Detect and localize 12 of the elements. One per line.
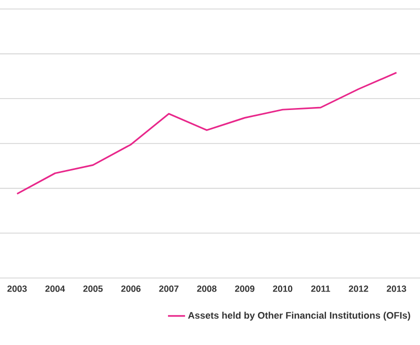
x-tick-label: 2013	[386, 286, 406, 292]
x-tick-label: 2003	[7, 286, 27, 292]
x-tick-label: 2005	[83, 286, 103, 292]
x-tick-label: 2011	[311, 286, 330, 292]
x-tick-label: 2004	[45, 286, 65, 292]
legend-label: Assets held by Other Financial Institutions (OFIs)	[188, 312, 410, 321]
x-tick-label: 2008	[197, 286, 217, 292]
x-tick-label: 2007	[159, 286, 178, 292]
x-tick-label: 2010	[272, 286, 292, 292]
x-tick-label: 2006	[121, 286, 141, 292]
x-tick-label: 2009	[235, 286, 254, 292]
x-tick-label: 2012	[348, 286, 368, 292]
